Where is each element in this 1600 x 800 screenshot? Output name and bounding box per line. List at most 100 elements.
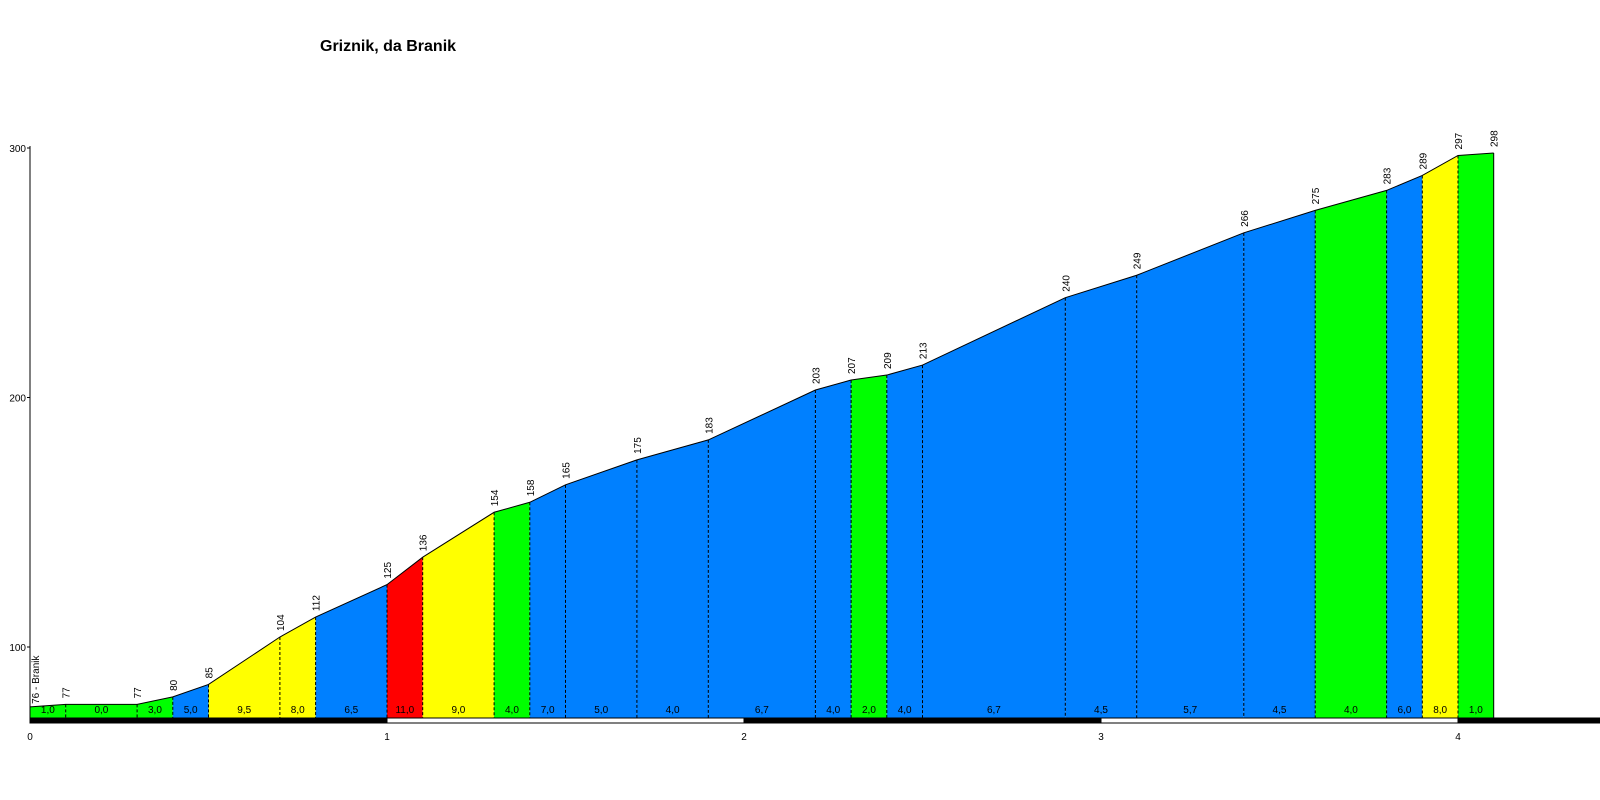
x-tick-label: 0 [27,732,33,743]
grade-label: 9,0 [451,705,465,716]
altitude-label: 136 [419,534,430,551]
x-tick-label: 1 [384,732,390,743]
grade-labels: 1,0 0,0 3,0 5,0 9,5 8,0 6,5 11,0 9,0 4,0 7,0 5,0 4,0… [41,705,1483,716]
altitude-label: 298 [1490,130,1501,147]
altitude-label: 209 [883,352,894,369]
altitude-label: 266 [1240,210,1251,227]
grade-label: 4,0 [505,705,519,716]
segment-fill [636,439,709,718]
segment-fill [1315,190,1387,719]
ruler-band [743,717,1102,724]
altitude-label: 165 [562,462,573,479]
ruler-band [1457,717,1600,724]
segment-fill [815,380,852,718]
altitude-label: 104 [276,614,287,631]
grade-label: 4,0 [826,705,840,716]
x-tick-label: 4 [1455,732,1461,743]
segment-fill [208,637,280,718]
altitude-labels: 77 77 80 85 104 112 125 136 154 158 165 175 183 203 20… [31,130,1501,704]
grade-label: 6,0 [1397,705,1411,716]
grade-label: 7,0 [541,705,555,716]
segment-fills [30,152,1494,719]
segment-fill [279,617,316,718]
altitude-label: 175 [633,437,644,454]
segment-fill [1136,232,1244,718]
segment-fill [851,375,887,718]
grade-label: 5,7 [1183,705,1197,716]
altitude-label: 77 [133,687,144,699]
grade-label: 4,0 [898,705,912,716]
grade-label: 6,7 [755,705,769,716]
altitude-label: 158 [526,479,537,496]
grade-label: 4,0 [666,705,680,716]
segment-fill [886,365,923,718]
altitude-label: 249 [1133,252,1144,269]
segment-fill [1065,275,1137,718]
ruler-band [1100,717,1459,724]
profile-line [29,152,1494,708]
altitude-label: 154 [490,489,501,506]
segment-fill [422,512,495,718]
segment-fill [1458,152,1494,719]
grade-label: 4,5 [1094,705,1108,716]
segment-fill [708,390,816,718]
y-tick-label: 300 [9,144,26,155]
segment-fill [529,484,566,718]
grade-label: 3,0 [148,705,162,716]
altitude-label: 80 [169,679,180,691]
grade-label: 9,5 [237,705,251,716]
segment-fill [494,502,530,718]
chart-title: Griznik, da Branik [320,38,457,55]
altitude-label: 183 [704,417,715,434]
tick-labels: 100 200 300 0 1 2 3 4 [9,144,1461,743]
segment-fill [387,557,423,718]
altitude-label: 77 [62,687,73,699]
segment-fill [65,704,138,718]
grade-label: 6,5 [344,705,358,716]
grade-label: 1,0 [1469,705,1483,716]
grade-label: 4,0 [1344,705,1358,716]
altitude-label: 112 [312,595,323,611]
segment-fill [1386,175,1423,718]
grade-label: 8,0 [1433,705,1447,716]
grade-label: 0,0 [94,705,108,716]
altitude-label: 289 [1418,152,1429,169]
segment-fill [315,584,387,718]
altitude-label: 203 [811,367,822,384]
grade-label: 5,0 [184,705,198,716]
axes [27,146,31,718]
altitude-label: 85 [205,667,216,679]
altitude-label: 283 [1383,167,1394,184]
segment-fill [30,704,66,718]
segment-fill [565,459,637,718]
grade-label: 8,0 [291,705,305,716]
y-tick-label: 200 [9,394,26,405]
ruler-band [386,717,745,724]
x-tick-label: 2 [741,732,747,743]
grade-label: 4,5 [1273,705,1287,716]
grade-label: 6,7 [987,705,1001,716]
segment-fill [1422,155,1458,719]
altitude-label: 275 [1311,187,1322,204]
segment-dividers [65,152,1495,718]
grade-label: 5,0 [594,705,608,716]
segment-fill [922,297,1066,718]
distance-ruler [29,717,1600,724]
altitude-label: 240 [1061,275,1072,292]
segment-fill [137,696,173,718]
altitude-label: 297 [1454,132,1465,149]
altitude-label: 125 [383,562,394,579]
segment-fill [1243,210,1316,718]
altitude-label: 207 [847,357,858,374]
altitude-label: 213 [919,342,930,359]
ruler-band [29,717,388,724]
profile-outline [29,152,1494,708]
x-tick-label: 3 [1098,732,1104,743]
grade-label: 1,0 [41,705,55,716]
grade-label: 11,0 [395,705,414,716]
start-label: 76 - Branik [31,655,42,704]
y-tick-label: 100 [9,643,26,654]
grade-label: 2,0 [862,705,876,716]
segment-fill [172,684,209,718]
